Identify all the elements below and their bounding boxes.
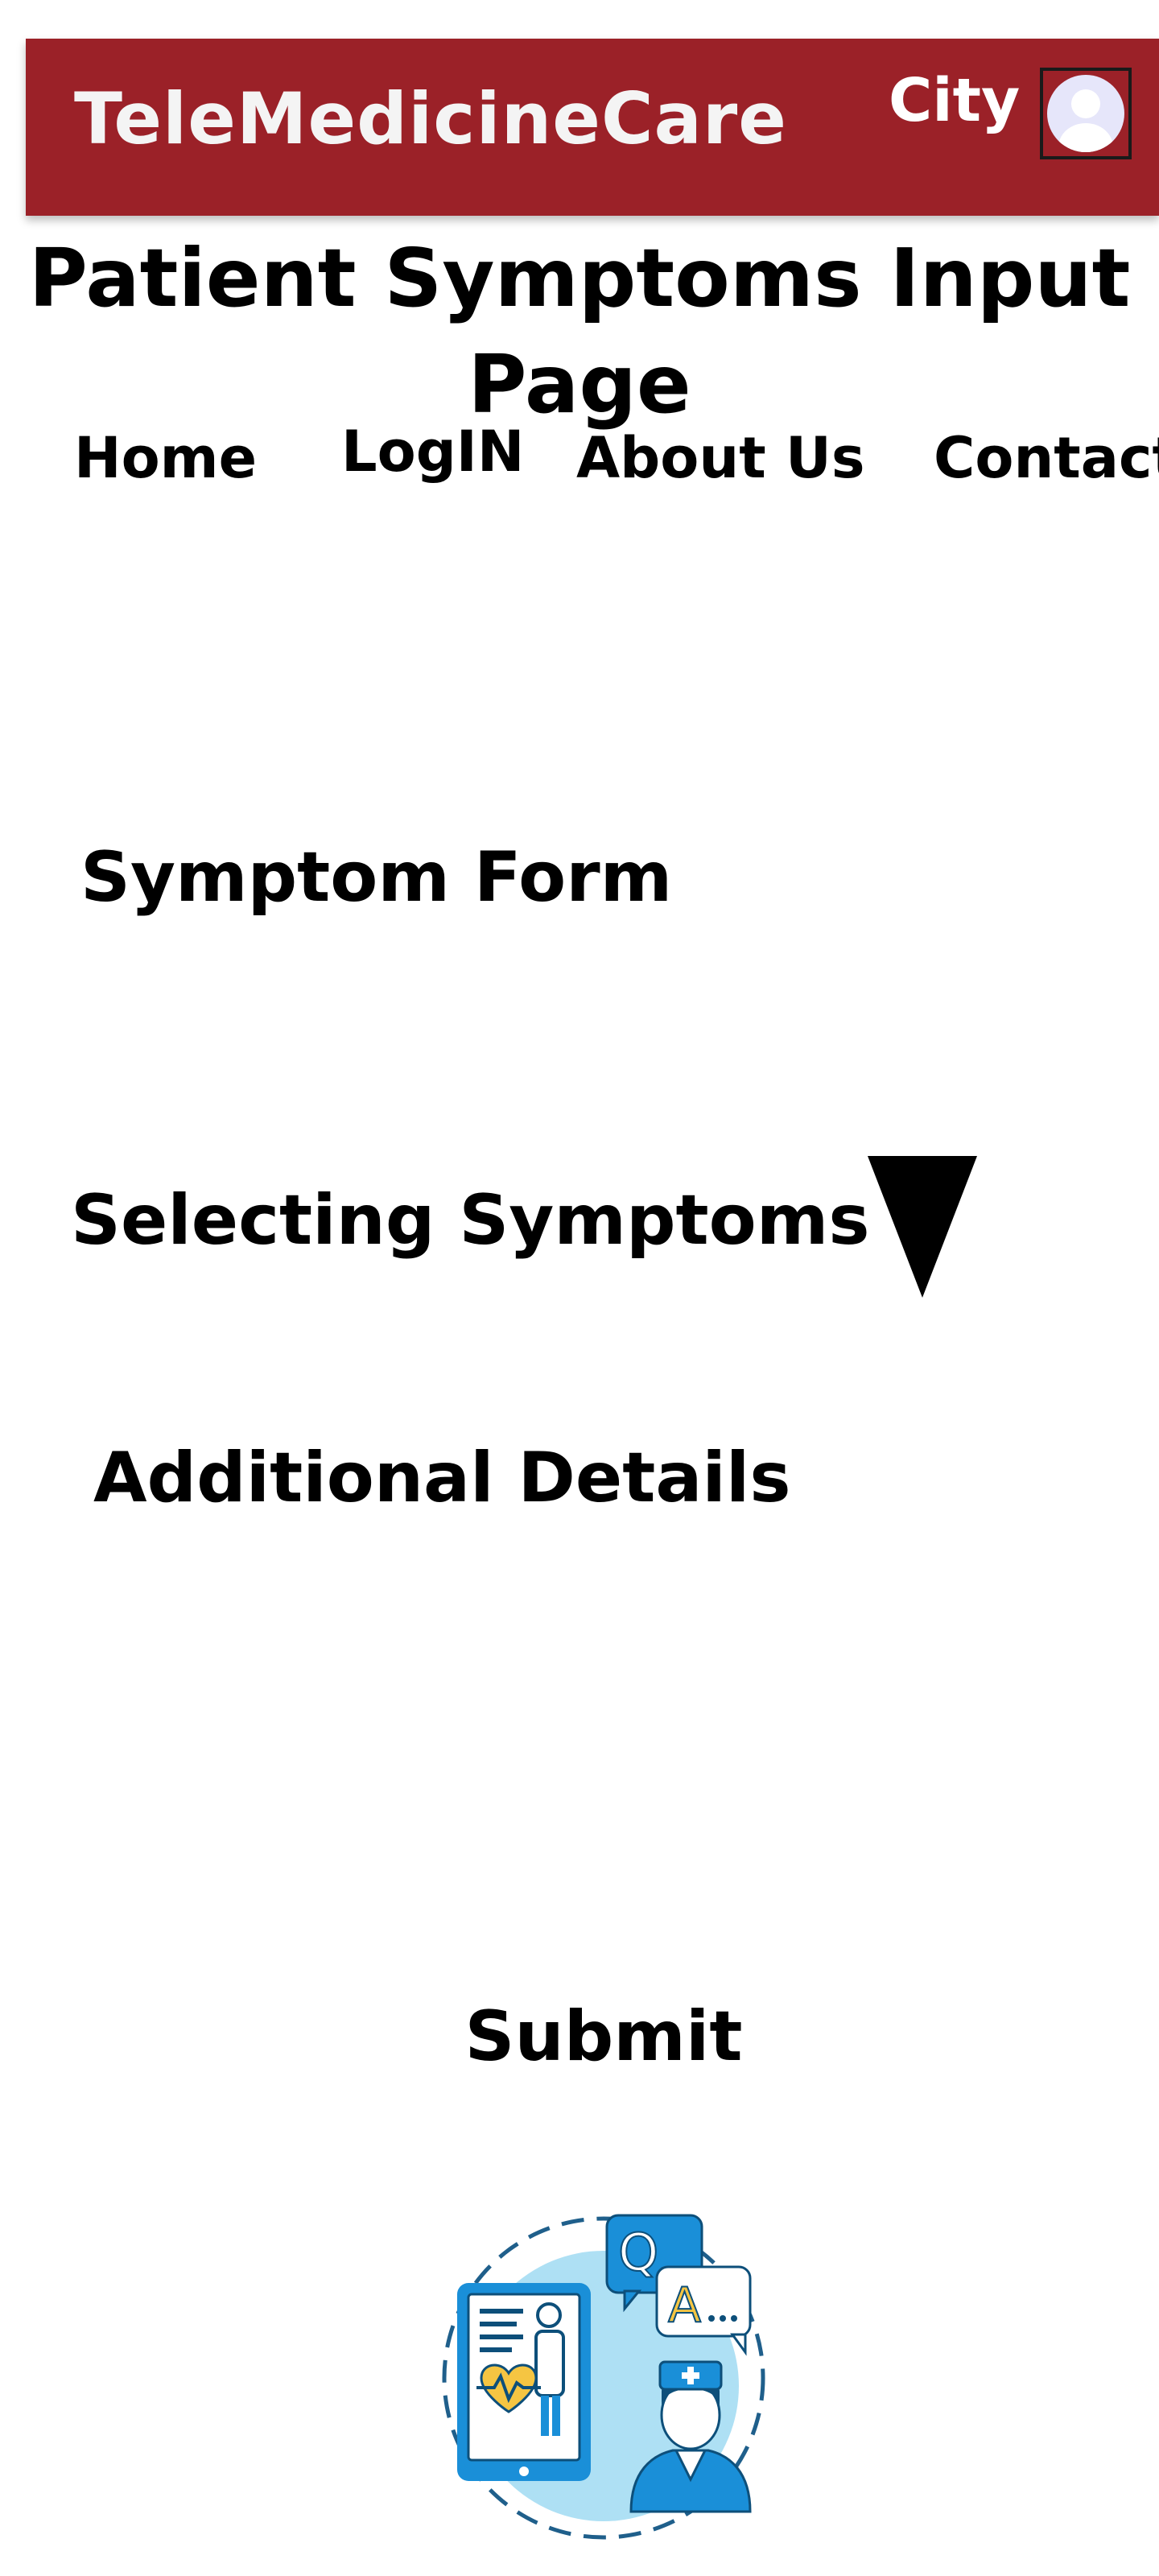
- triangle-down-icon[interactable]: [866, 1156, 979, 1298]
- main-nav: Home LogIN About Us Contact: [0, 419, 1159, 507]
- city-label[interactable]: City: [889, 66, 1021, 135]
- nav-item-home[interactable]: Home: [74, 425, 258, 491]
- page-title: Patient Symptoms Input Page: [28, 231, 1131, 431]
- symptoms-select-label[interactable]: Selecting Symptoms: [71, 1180, 870, 1261]
- q-letter: Q: [618, 2223, 658, 2283]
- nav-item-login[interactable]: LogIN: [341, 419, 525, 485]
- telemedicine-illustration-icon: Q A: [442, 2214, 765, 2540]
- site-header: TeleMedicineCare City: [26, 39, 1159, 216]
- nav-item-contact[interactable]: Contact: [934, 425, 1159, 491]
- brand-logo-text[interactable]: TeleMedicineCare: [74, 77, 787, 160]
- user-avatar-button[interactable]: [1040, 68, 1132, 159]
- additional-details-label[interactable]: Additional Details: [93, 1438, 791, 1518]
- a-letter: A: [668, 2277, 701, 2334]
- nav-item-about-us[interactable]: About Us: [576, 425, 865, 491]
- symptom-form-heading: Symptom Form: [80, 837, 673, 918]
- submit-button[interactable]: Submit: [435, 1996, 773, 2077]
- user-avatar-icon: [1047, 75, 1124, 152]
